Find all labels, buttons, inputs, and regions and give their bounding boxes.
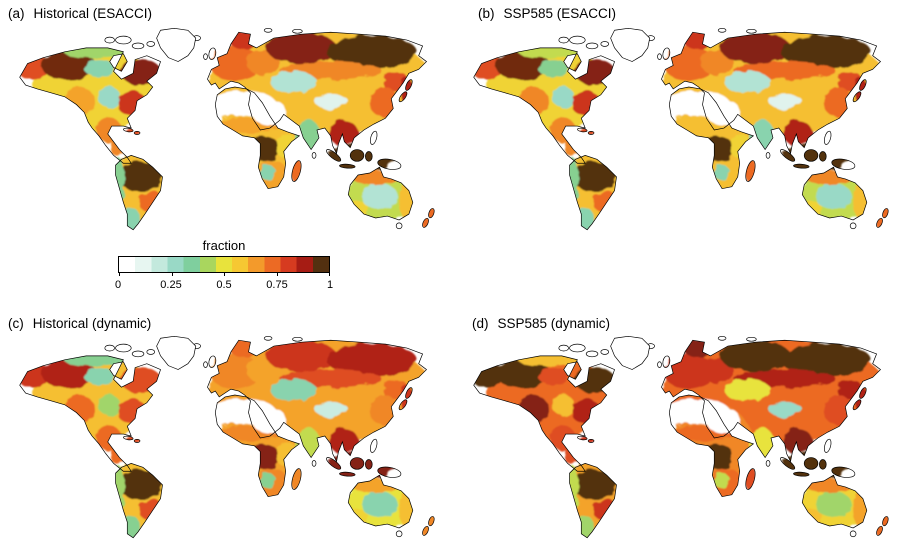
- colorbar-tick-label: 1: [326, 279, 334, 291]
- colorbar-tick-label: 0.5: [216, 279, 232, 291]
- colorbar-title: fraction: [202, 238, 246, 253]
- colorbar-tick-label: 0: [114, 279, 122, 291]
- panel-b-label: (b) SSP585 (ESACCI): [478, 6, 616, 21]
- panel-b-title: SSP585 (ESACCI): [503, 6, 617, 21]
- colorbar-tickmark: [276, 272, 278, 276]
- map-panel-b: [462, 28, 902, 232]
- panel-a-label: (a) Historical (ESACCI): [8, 6, 152, 21]
- colorbar-tickmark: [329, 272, 330, 276]
- colorbar-ticks: 0 0.25 0.5 0.75 1: [114, 279, 334, 292]
- panel-d-id: (d): [472, 316, 489, 331]
- colorbar-tick-label: 0.75: [266, 279, 288, 291]
- panel-c-id: (c): [8, 316, 24, 331]
- colorbar-tickmark: [224, 272, 225, 276]
- colorbar-tickmark: [171, 272, 173, 276]
- panel-a-title: Historical (ESACCI): [33, 6, 153, 21]
- map-panel-c: [8, 336, 448, 540]
- panel-d-label: (d) SSP585 (dynamic): [472, 316, 610, 331]
- panel-a-id: (a): [8, 6, 25, 21]
- world-map-d: [473, 336, 890, 539]
- map-panel-d: [462, 336, 902, 540]
- colorbar-tickmark: [119, 272, 120, 276]
- panel-d-title: SSP585 (dynamic): [497, 316, 611, 331]
- world-map-c: [19, 336, 436, 539]
- colorbar-gradient: [118, 256, 330, 276]
- colorbar: fraction 0 0.25 0.5 0.75 1: [114, 238, 334, 292]
- colorbar-tick-label: 0.25: [160, 279, 182, 291]
- panel-c-title: Historical (dynamic): [32, 316, 152, 331]
- panel-c-label: (c) Historical (dynamic): [8, 316, 151, 331]
- world-map-a: [19, 28, 436, 231]
- panel-b-id: (b): [478, 6, 495, 21]
- world-map-b: [473, 28, 890, 231]
- map-panel-a: [8, 28, 448, 232]
